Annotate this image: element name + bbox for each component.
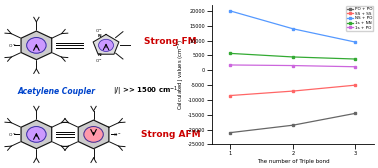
Text: Strong AFM: Strong AFM (141, 130, 200, 139)
NS + PO (353, 41, 358, 43)
1s + NN (291, 56, 295, 58)
Legend: PO + PO, SS + SS, NS + PO, 1s + NN, 1s + PO: PO + PO, SS + SS, NS + PO, 1s + NN, 1s +… (346, 6, 373, 31)
NS + PO (228, 10, 233, 12)
Line: 1s + PO: 1s + PO (229, 64, 357, 68)
Circle shape (27, 127, 46, 142)
PO + PO (353, 112, 358, 114)
PO + PO (291, 124, 295, 126)
X-axis label: The number of Triple bond: The number of Triple bond (257, 159, 329, 164)
Text: O$^-$: O$^-$ (95, 27, 103, 34)
Polygon shape (21, 31, 52, 60)
1s + PO (228, 64, 233, 66)
Circle shape (27, 37, 46, 53)
Polygon shape (93, 34, 119, 54)
1s + NN (228, 52, 233, 54)
1s + PO (353, 66, 358, 68)
SS + SS (291, 90, 295, 92)
Text: $|J|$ >> 1500 cm$^{-1}$: $|J|$ >> 1500 cm$^{-1}$ (113, 85, 178, 98)
Circle shape (99, 39, 113, 51)
Polygon shape (21, 120, 52, 149)
Line: 1s + NN: 1s + NN (229, 52, 357, 60)
SS + SS (228, 95, 233, 97)
Text: O$^-$: O$^-$ (113, 131, 122, 138)
Line: PO + PO: PO + PO (229, 112, 357, 134)
Text: N: N (98, 53, 101, 57)
Text: N: N (98, 34, 101, 38)
1s + PO (291, 65, 295, 67)
Text: O$^-$: O$^-$ (8, 131, 17, 138)
1s + NN (353, 58, 358, 60)
Polygon shape (78, 120, 109, 149)
Line: SS + SS: SS + SS (229, 84, 357, 97)
PO + PO (228, 132, 233, 134)
Circle shape (84, 127, 103, 142)
Text: O$^-$: O$^-$ (8, 42, 17, 49)
SS + SS (353, 84, 358, 86)
Text: Strong FM: Strong FM (144, 37, 197, 47)
Line: NS + PO: NS + PO (229, 10, 357, 44)
Y-axis label: Calculated J values (cm$^{-1}$): Calculated J values (cm$^{-1}$) (176, 39, 186, 110)
Text: Acetylene Coupler: Acetylene Coupler (17, 87, 95, 96)
NS + PO (291, 28, 295, 30)
Text: O$^-$: O$^-$ (95, 57, 103, 64)
